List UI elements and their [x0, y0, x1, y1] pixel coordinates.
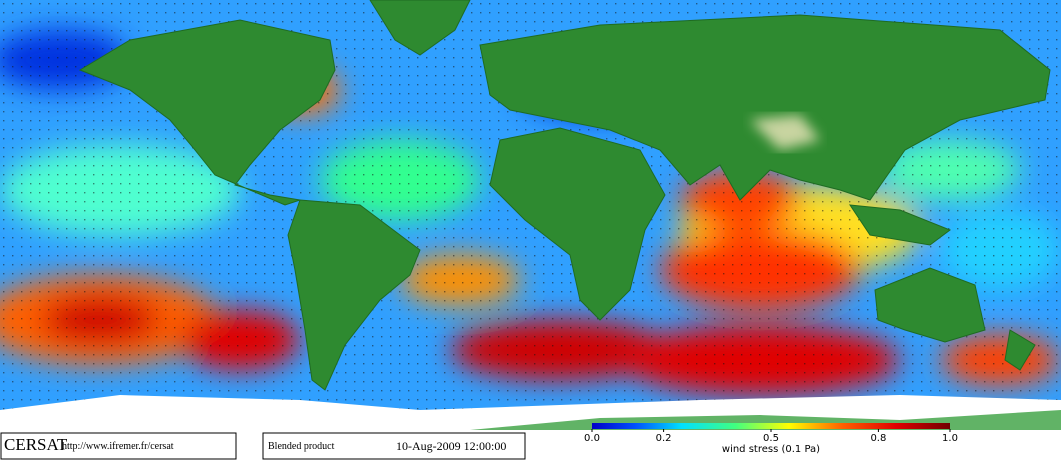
- info-box: [262, 432, 526, 460]
- colorbar-tick-label: 0.5: [763, 433, 779, 444]
- plateau: [750, 115, 820, 150]
- colorbar-tick-label: 0.0: [584, 433, 600, 444]
- footer: CERSAT http://www.ifremer.fr/cersat Blen…: [0, 423, 1061, 462]
- colorbar-label: wind stress (0.1 Pa): [722, 444, 820, 455]
- colorbar-tick-label: 0.2: [656, 433, 672, 444]
- land: [78, 0, 1051, 391]
- colorbar: [592, 423, 950, 429]
- date: 10-Aug-2009 12:00:00: [396, 439, 506, 453]
- logo: CERSAT: [4, 435, 68, 454]
- colorbar-ticks: 0.0 0.2 0.5 0.8 1.0: [584, 429, 958, 444]
- colorbar-tick-label: 0.8: [870, 433, 886, 444]
- product: Blended product: [268, 441, 335, 452]
- logo-box: [0, 432, 237, 460]
- url: http://www.ifremer.fr/cersat: [62, 441, 174, 452]
- colorbar-tick-label: 1.0: [942, 433, 958, 444]
